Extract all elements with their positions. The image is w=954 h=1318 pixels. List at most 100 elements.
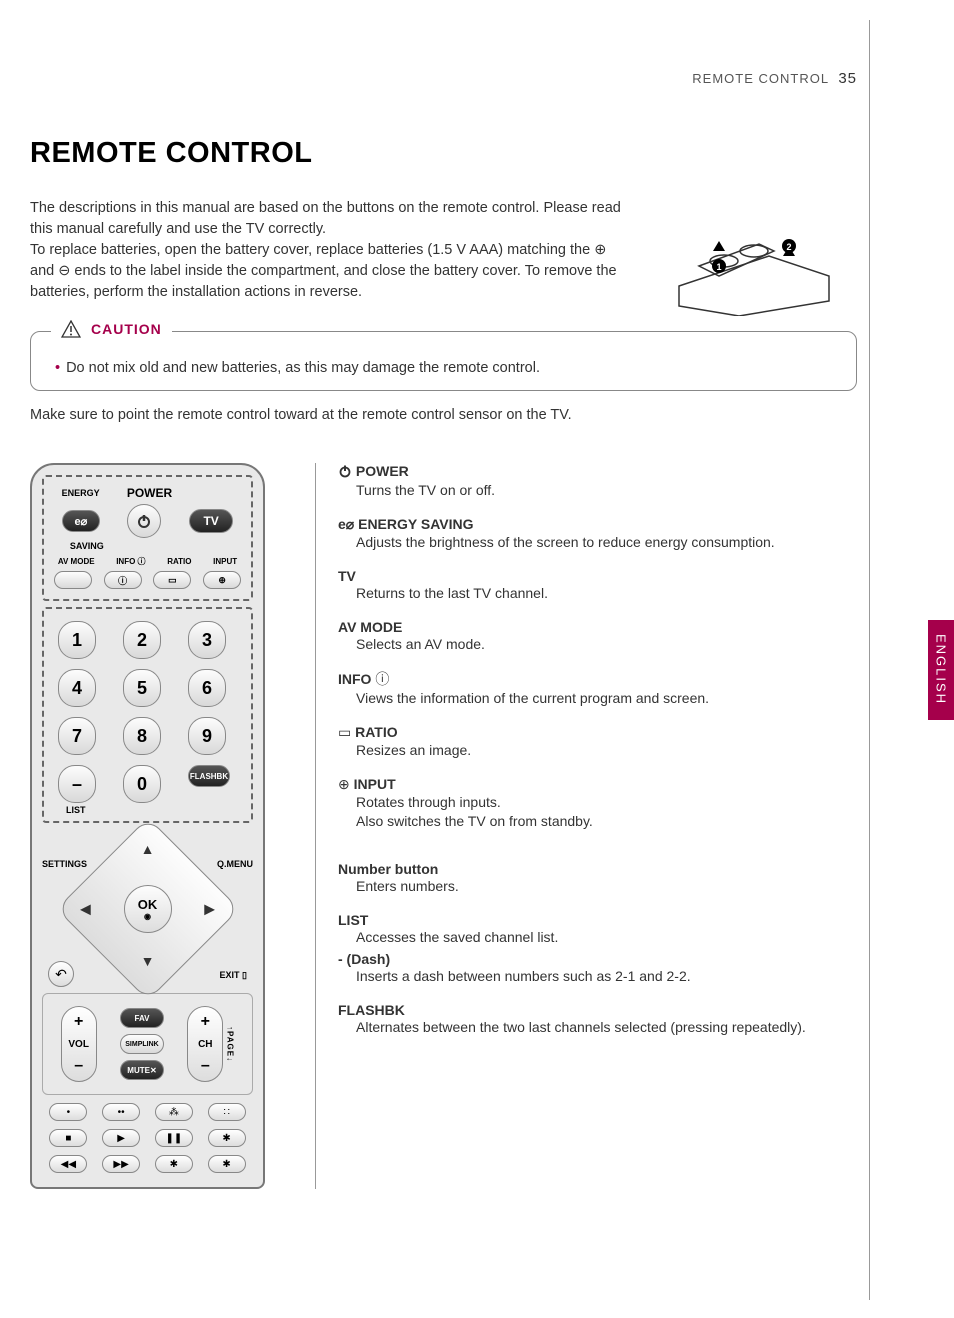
desc-number: Number button Enters numbers. [338,861,857,896]
desc-info-term: INFO [338,671,371,687]
flashbk-button: FLASHBK [188,765,230,787]
num-1: 1 [58,621,96,659]
ff-button: ▶▶ [102,1155,140,1173]
remote-illustration: ENERGY POWER e⌀ TV SAVING AV MODE INFO ⓘ… [30,463,265,1189]
red-button: • [49,1103,87,1121]
qmenu-label: Q.MENU [217,859,253,869]
num-0: 0 [123,765,161,803]
num-7: 7 [58,717,96,755]
page-number: 35 [838,70,857,87]
intro-p2: To replace batteries, open the battery c… [30,240,630,303]
desc-info: INFO ⓘ Views the information of the curr… [338,669,857,708]
header-section: REMOTE CONTROL [692,71,829,86]
desc-ratio-term: RATIO [355,724,398,740]
fav-button: FAV [120,1008,164,1028]
desc-tv-sub: Returns to the last TV channel. [356,584,857,603]
desc-info-sub: Views the information of the current pro… [356,689,857,708]
input-button: ⊕ [203,571,241,589]
desc-power-sub: Turns the TV on or off. [356,481,857,500]
info-label: INFO ⓘ [116,556,145,567]
stop-button: ■ [49,1129,87,1147]
avmode-button [54,571,92,589]
desc-list-sub: Accesses the saved channel list. [356,928,857,947]
desc-power-term: POWER [356,463,409,479]
desc-number-term: Number button [338,861,438,877]
desc-input-term: INPUT [354,776,396,792]
color-row: • •• ⁂ ∷ [42,1103,253,1121]
desc-input-sub1: Rotates through inputs. [356,793,857,812]
caution-label: CAUTION [51,320,172,338]
settings-label: SETTINGS [42,859,87,869]
yellow-button: ⁂ [155,1103,193,1121]
desc-ratio-sub: Resizes an image. [356,741,857,760]
top-dash-box: ENERGY POWER e⌀ TV SAVING AV MODE INFO ⓘ… [42,475,253,601]
num-3: 3 [188,621,226,659]
arrow-up-icon: ▲ [141,841,155,857]
desc-energy-term: ENERGY SAVING [358,516,473,532]
mute-button: MUTE ✕ [120,1060,164,1080]
caution-title: CAUTION [91,321,162,337]
exit-label: EXIT ▯ [220,970,247,981]
list-label: LIST [66,805,247,815]
desc-energy: e⌀ ENERGY SAVING Adjusts the brightness … [338,516,857,552]
desc-avmode: AV MODE Selects an AV mode. [338,619,857,654]
pause-button: ❚❚ [155,1129,193,1147]
energy-icon: e⌀ [338,516,358,532]
extra1-button: ✱ [208,1129,246,1147]
desc-tv-term: TV [338,568,356,584]
ch-rocker: +CH– [187,1006,223,1082]
desc-input-sub2: Also switches the TV on from standby. [356,812,857,831]
post-caution: Make sure to point the remote control to… [30,407,857,423]
page-label: ↑PAGE↓ [225,1026,234,1062]
desc-dash: - (Dash) Inserts a dash between numbers … [338,951,857,986]
caution-box: CAUTION •Do not mix old and new batterie… [30,331,857,391]
caution-text: Do not mix old and new batteries, as thi… [66,360,540,376]
power-icon [338,464,352,481]
desc-avmode-term: AV MODE [338,619,402,635]
desc-flashbk-sub: Alternates between the two last channels… [356,1018,857,1037]
num-9: 9 [188,717,226,755]
extra3-button: ✱ [208,1155,246,1173]
simplink-button: SIMPLINK [120,1034,164,1054]
media-row-2: ◀◀ ▶▶ ✱ ✱ [42,1155,253,1173]
tv-button: TV [189,509,233,533]
avmode-label: AV MODE [58,557,95,566]
energy-label: ENERGY [62,489,100,499]
number-dash-box: 1 2 3 4 5 6 7 8 9 – 0 FLASHBK LIST [42,607,253,823]
input-label: INPUT [213,557,237,566]
page-title: REMOTE CONTROL [30,137,857,170]
ratio-button: ▭ [153,571,191,589]
num-2: 2 [123,621,161,659]
battery-illustration: 1 2 [669,206,839,316]
desc-input: ⊕ INPUT Rotates through inputs. Also swi… [338,776,857,831]
arrow-down-icon: ▼ [141,953,155,969]
ok-button: OK◉ [124,885,172,933]
energy-button: e⌀ [62,510,100,532]
vol-ch-box: +VOL– FAV SIMPLINK MUTE ✕ +CH– ↑PAGE↓ [42,993,253,1095]
caution-icon [61,320,81,338]
page-header: REMOTE CONTROL 35 [30,70,857,87]
desc-list: LIST Accesses the saved channel list. [338,912,857,947]
rew-button: ◀◀ [49,1155,87,1173]
desc-energy-sub: Adjusts the brightness of the screen to … [356,533,857,552]
power-button [127,504,161,538]
descriptions: POWER Turns the TV on or off. e⌀ ENERGY … [315,463,857,1189]
nav-area: SETTINGS Q.MENU ▲ ▼ ◀ ▶ OK◉ EXIT ▯ ↶ [42,829,253,989]
desc-flashbk: FLASHBK Alternates between the two last … [338,1002,857,1037]
desc-list-term: LIST [338,912,368,928]
green-button: •• [102,1103,140,1121]
num-8: 8 [123,717,161,755]
desc-power: POWER Turns the TV on or off. [338,463,857,500]
vol-rocker: +VOL– [61,1006,97,1082]
input-icon: ⊕ [338,776,354,792]
blue-button: ∷ [208,1103,246,1121]
extra2-button: ✱ [155,1155,193,1173]
intro-p1: The descriptions in this manual are base… [30,198,630,240]
back-button: ↶ [48,961,74,987]
num-5: 5 [123,669,161,707]
ratio-label: RATIO [167,557,191,566]
svg-text:2: 2 [786,242,791,252]
desc-flashbk-term: FLASHBK [338,1002,405,1018]
desc-tv: TV Returns to the last TV channel. [338,568,857,603]
bullet: • [55,360,60,376]
